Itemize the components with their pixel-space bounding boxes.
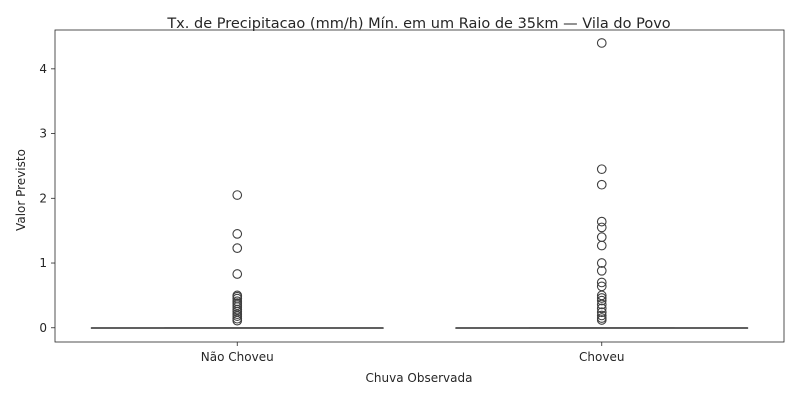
outlier-point xyxy=(596,303,607,314)
x-tick-label: Choveu xyxy=(579,350,624,364)
box-group xyxy=(455,38,749,329)
outlier-point xyxy=(232,243,243,253)
outlier-point xyxy=(596,277,607,288)
outlier-point xyxy=(596,299,607,310)
outlier-point xyxy=(232,311,243,321)
outlier-point xyxy=(232,190,243,200)
y-axis: 0 1 2 3 4 xyxy=(39,62,55,335)
outlier-point xyxy=(232,229,243,239)
y-tick-label: 4 xyxy=(39,62,47,76)
outlier-point xyxy=(596,315,607,325)
y-tick-label: 3 xyxy=(39,127,47,141)
outlier-point xyxy=(596,307,607,318)
outlier-point xyxy=(596,310,607,321)
x-tick-label: Não Choveu xyxy=(201,350,274,364)
chart-title: Tx. de Precipitacao (mm/h) Mín. em um Ra… xyxy=(166,16,670,32)
outlier-point xyxy=(596,232,607,242)
outlier-point xyxy=(596,265,607,276)
y-tick-label: 0 xyxy=(39,321,47,335)
outlier-point xyxy=(596,164,607,175)
y-tick-label: 1 xyxy=(39,256,47,270)
outlier-point xyxy=(596,222,607,233)
x-axis: Não Choveu Choveu xyxy=(201,342,624,364)
box-group xyxy=(90,190,384,329)
outlier-point xyxy=(596,295,607,306)
plot-area-frame xyxy=(54,29,785,343)
x-axis-label: Chuva Observada xyxy=(366,371,473,385)
outlier-point xyxy=(596,293,607,303)
outlier-point xyxy=(596,258,607,268)
boxes-layer xyxy=(90,38,749,329)
y-tick-label: 2 xyxy=(39,191,47,205)
outlier-point xyxy=(596,38,607,48)
outlier-point xyxy=(232,315,243,326)
y-axis-label: Valor Previsto xyxy=(14,149,28,231)
outlier-point xyxy=(596,240,607,251)
outlier-point xyxy=(596,179,607,190)
outlier-point xyxy=(232,269,243,279)
outlier-point xyxy=(596,216,607,227)
